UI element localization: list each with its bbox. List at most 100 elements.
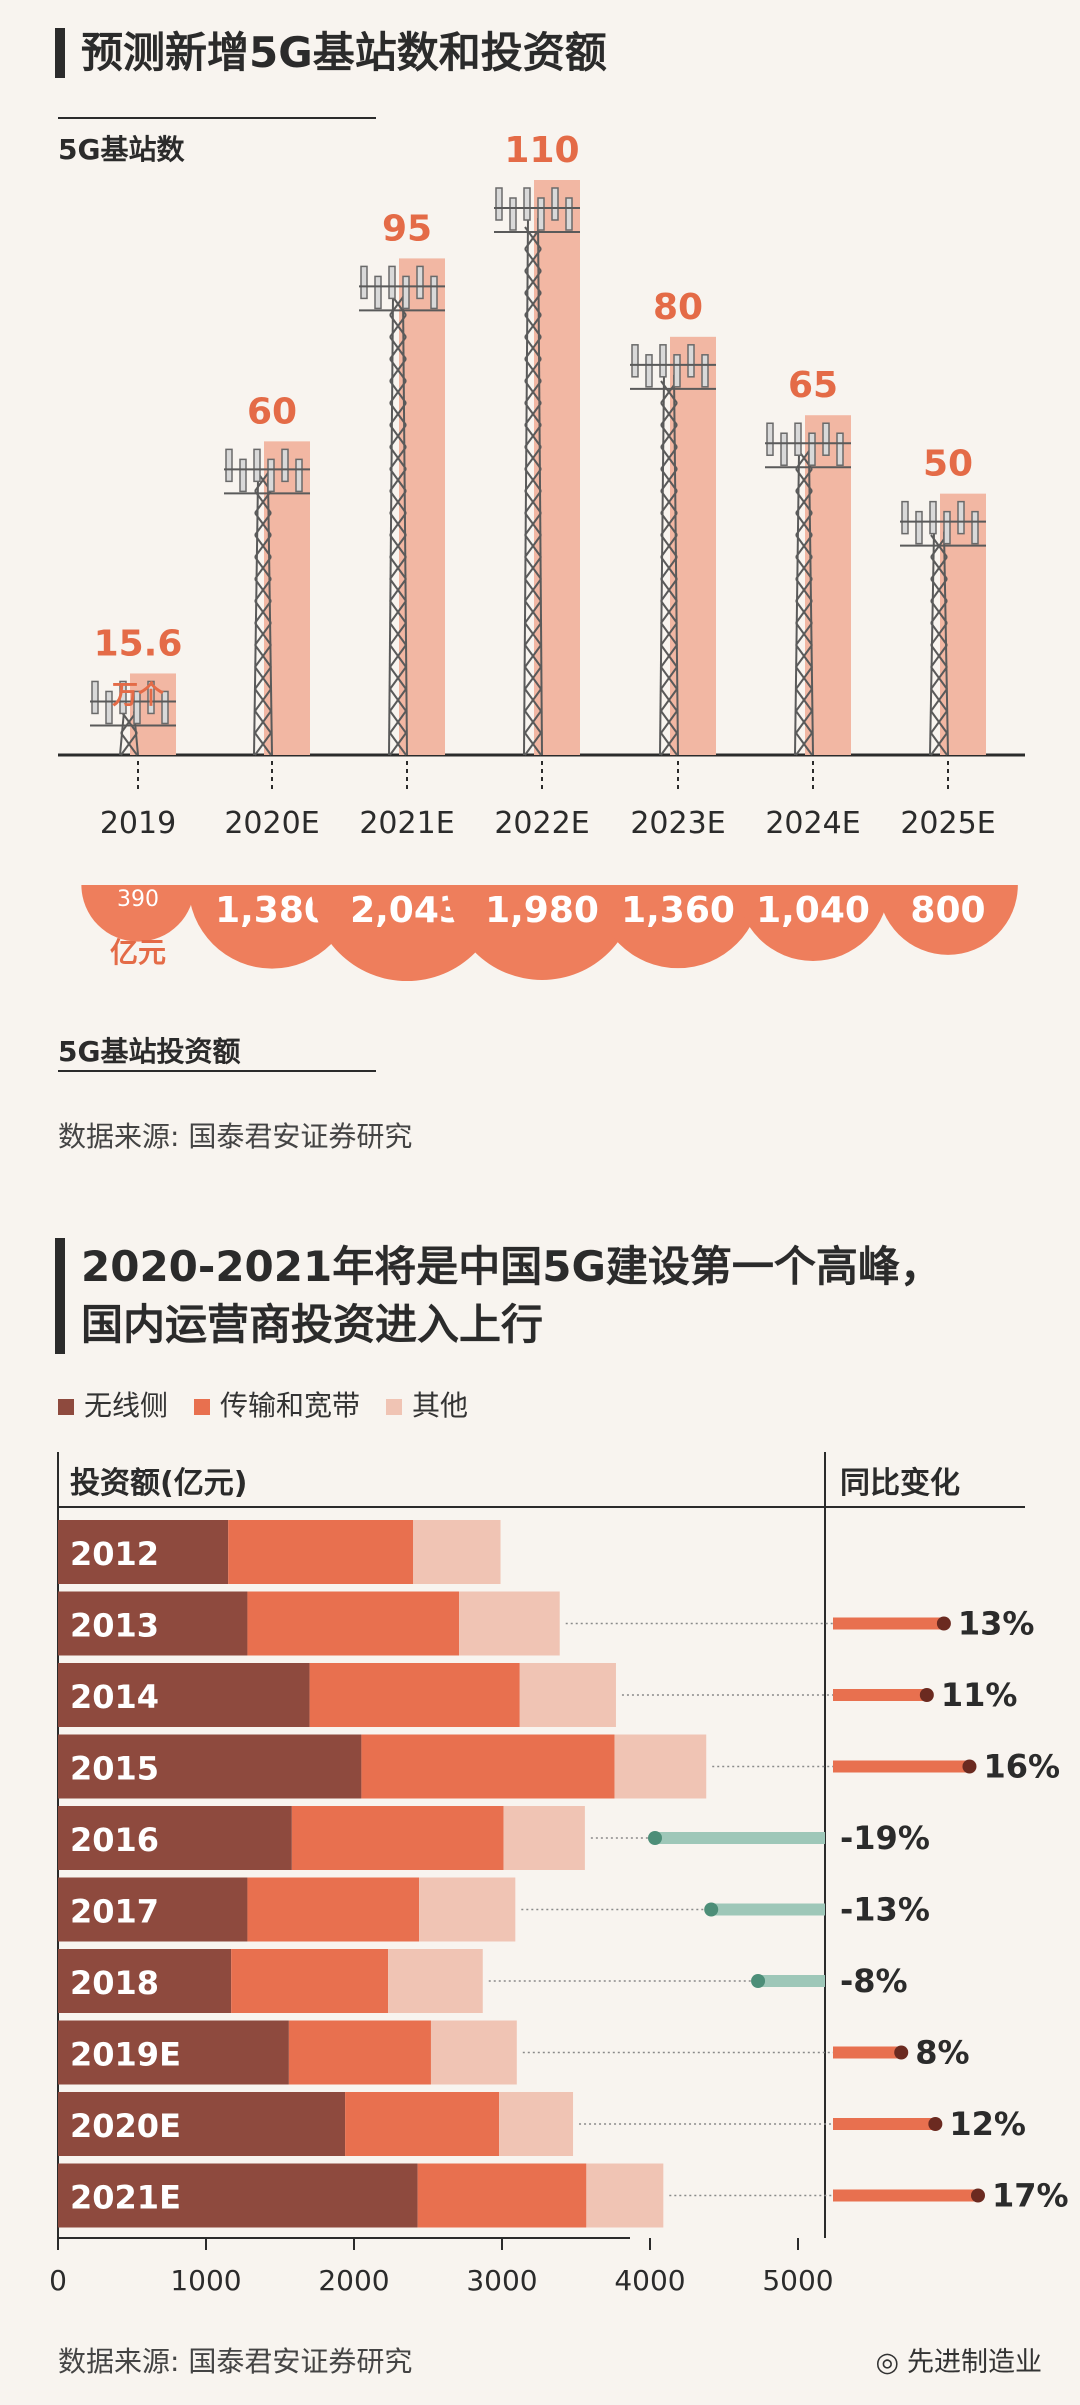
- chart2-bar-segment: [231, 1949, 389, 2013]
- chart1-category-label: 2025E: [900, 806, 995, 841]
- chart2-title: 2020-2021年将是中国5G建设第一个高峰， 国内运营商投资进入上行: [55, 1238, 942, 1354]
- chart2-category-label: 2015: [70, 1750, 159, 1788]
- chart1-investment-label: 5G基站投资额: [58, 1035, 241, 1068]
- chart1-value-unit: 万个: [112, 680, 165, 710]
- legend-label: 其他: [412, 1389, 469, 1422]
- wechat-icon: ◎: [875, 2347, 899, 2378]
- tower-icon: [765, 422, 851, 756]
- chart2-bar-segment: [58, 1734, 362, 1799]
- chart2-bar-segment: [58, 1877, 248, 1942]
- chart1-investment-rule: [58, 1070, 376, 1072]
- chart1-category-label: 2024E: [765, 806, 860, 841]
- chart1-value-label: 95: [382, 208, 432, 249]
- chart2-bar-segment: [58, 2092, 346, 2156]
- chart1-category-label: 2021E: [359, 806, 454, 841]
- chart2-row: 2018 -8%: [58, 1949, 908, 2013]
- chart1-investment-value: 2,043: [350, 890, 464, 931]
- chart2-x-tick-label: 5000: [762, 2264, 833, 2297]
- chart1-value-label: 65: [788, 365, 838, 406]
- chart2-category-label: 2020E: [70, 2107, 181, 2145]
- chart2-x-tick-label: 0: [49, 2264, 67, 2297]
- legend-label: 无线侧: [84, 1389, 169, 1422]
- chart2-bar-segment: [288, 2020, 431, 2085]
- chart2-row: 2012: [58, 1520, 501, 1584]
- chart2-source: 数据来源: 国泰君安证券研究: [58, 2345, 413, 2378]
- chart2-bar-segment: [388, 1949, 483, 2013]
- chart2-bar-segment: [361, 1734, 615, 1799]
- tower-icon: [900, 500, 986, 756]
- chart2-row: 2020E 12%: [58, 2092, 1026, 2156]
- chart2-title-line2: 国内运营商投资进入上行: [81, 1300, 544, 1349]
- chart2-yoy-label: 11%: [941, 1676, 1018, 1714]
- chart1-investment-value: 1,360: [621, 890, 735, 931]
- chart1-value-label: 110: [504, 130, 579, 171]
- chart2-yoy-label: 12%: [949, 2105, 1026, 2143]
- chart1-bar-group: 50 2025E 800: [878, 444, 1018, 955]
- chart2-bar-segment: [58, 1520, 229, 1584]
- tower-icon: [224, 448, 310, 756]
- chart2-category-label: 2016: [70, 1821, 159, 1859]
- chart2-bar-segment: [58, 1663, 310, 1727]
- chart2-category-label: 2018: [70, 1964, 159, 2002]
- chart1-investment-unit: 亿元: [110, 936, 166, 969]
- chart2-bar-segment: [459, 1591, 560, 1656]
- chart2-yoy-label: 17%: [992, 2177, 1069, 2215]
- chart1-category-label: 2020E: [224, 806, 319, 841]
- chart2-bar-segment: [499, 2092, 574, 2156]
- chart1-value-label: 15.6: [94, 623, 183, 664]
- chart2-yoy-dot: [648, 1831, 662, 1845]
- chart2-row: 2017 -13%: [58, 1877, 930, 1942]
- chart1-source: 数据来源: 国泰君安证券研究: [58, 1120, 413, 1153]
- chart1-value-label: 50: [923, 444, 973, 485]
- legend-item-wireless: 无线侧: [58, 1384, 168, 1424]
- tower-icon: [359, 265, 445, 756]
- chart1-category-label: 2022E: [494, 806, 589, 841]
- chart1-bar-group: 65 2024E 1,040: [737, 365, 889, 961]
- watermark: ◎ 先进制造业: [875, 2340, 1042, 2379]
- chart2-bar-segment: [247, 1877, 420, 1942]
- legend-item-other: 其他: [386, 1384, 468, 1424]
- chart2-row: 2013 13%: [58, 1591, 1034, 1656]
- chart2-x-tick-label: 1000: [170, 2264, 241, 2297]
- watermark-text: 先进制造业: [907, 2347, 1042, 2378]
- chart1-investment-circle: [81, 885, 195, 942]
- chart2-category-label: 2014: [70, 1678, 159, 1716]
- chart2-bar-segment: [58, 2020, 289, 2085]
- chart2-bar-segment: [291, 1806, 504, 1870]
- chart2-bar-segment: [419, 1877, 516, 1942]
- chart1-value-label: 60: [247, 391, 297, 432]
- chart2-bar-segment: [586, 2163, 664, 2228]
- chart2-bar-segment: [58, 1591, 248, 1656]
- chart1-bar-group: 80 2023E 1,360: [594, 287, 762, 969]
- tower-icon: [90, 680, 176, 756]
- chart2-row: 2021E 17%: [58, 2163, 1069, 2228]
- chart2-bar-segment: [430, 2020, 517, 2085]
- chart2-yoy-label: 8%: [915, 2034, 969, 2072]
- chart1-bar-group: 15.6 万个 2019 390 亿元: [81, 623, 195, 969]
- chart2-bar-segment: [58, 1806, 292, 1870]
- chart2-yoy-label: -19%: [840, 1819, 930, 1857]
- chart1-investment-value: 800: [910, 890, 985, 931]
- legend-item-transmission: 传输和宽带: [194, 1384, 360, 1424]
- chart1-bar-group: 110 2022E 1,980: [447, 130, 637, 980]
- chart2-row: 2016 -19%: [58, 1806, 930, 1870]
- tower-icon: [494, 187, 580, 756]
- chart1-investment-circle: [878, 885, 1018, 955]
- chart2-x-tick-label: 2000: [318, 2264, 389, 2297]
- chart2-yoy-dot: [936, 1616, 951, 1631]
- chart2-legend: 无线侧 传输和宽带 其他: [58, 1384, 468, 1424]
- chart2-row: 2019E 8%: [58, 2020, 970, 2085]
- chart2-yoy-dot: [971, 2188, 985, 2203]
- chart2-bar-segment: [417, 2163, 587, 2228]
- chart1-investment-circle: [737, 885, 889, 961]
- chart2-bar-segment: [228, 1520, 414, 1584]
- chart2-left-header: 投资额(亿元): [70, 1466, 247, 1501]
- chart1-investment-value: 1,980: [485, 890, 599, 931]
- chart2-bar-segment: [519, 1663, 616, 1727]
- chart2-yoy-dot: [704, 1902, 719, 1917]
- chart2-bar-segment: [58, 1949, 232, 2013]
- chart2-yoy-label: -13%: [840, 1891, 930, 1929]
- chart1-investment-circle: [594, 885, 762, 969]
- chart1-investment-value: 1,380: [215, 890, 329, 931]
- chart2-yoy-dot: [919, 1688, 934, 1702]
